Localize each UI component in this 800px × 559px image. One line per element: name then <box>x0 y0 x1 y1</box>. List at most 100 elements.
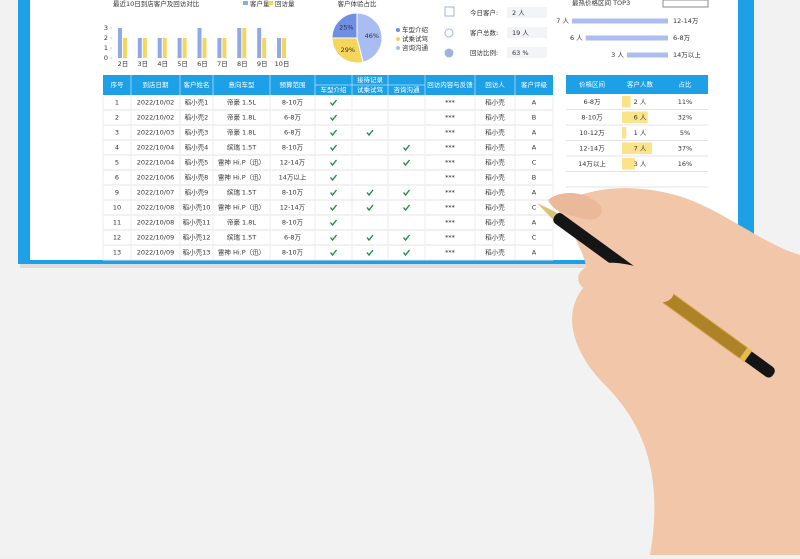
chart-title: 最近10日到店客户及回访对比 <box>113 0 200 8</box>
stat-value: 2 人 <box>512 9 525 17</box>
cell: 8-10万 <box>581 113 603 121</box>
icon <box>444 48 454 58</box>
cell: *** <box>445 249 456 257</box>
bar <box>197 28 202 58</box>
header-cell: 咨询沟通 <box>394 85 421 94</box>
data-bar <box>622 127 627 139</box>
check <box>402 189 411 197</box>
cell: 稻小壳 <box>485 128 505 137</box>
legend-label: 咨询沟通 <box>402 43 429 52</box>
cell: *** <box>445 144 456 152</box>
cell: 12 <box>113 234 121 242</box>
cell: A <box>532 99 537 107</box>
data-bar <box>622 96 631 108</box>
cell: C <box>532 204 537 212</box>
cell: 2022/10/02 <box>137 114 174 122</box>
cell: 3 <box>115 129 119 137</box>
bar <box>282 38 287 58</box>
bar <box>137 38 142 58</box>
cell: *** <box>445 189 456 197</box>
header-cell: 序号 <box>111 80 125 89</box>
cell: *** <box>445 114 456 122</box>
cell: 9 <box>115 189 119 197</box>
cell: B <box>532 174 536 182</box>
cell: 6 <box>115 174 119 182</box>
cell: 2022/10/04 <box>137 144 174 152</box>
chart-title: 客户体验占比 <box>338 0 378 8</box>
bar <box>162 38 167 58</box>
stat-box <box>507 47 547 58</box>
cell: *** <box>445 174 456 182</box>
cell: 稻小壳1 <box>185 98 209 107</box>
bar <box>242 28 247 58</box>
cell: B <box>532 114 536 122</box>
check <box>329 189 338 197</box>
check <box>329 114 338 122</box>
cell: 稻小壳 <box>485 173 505 182</box>
cell: A <box>532 144 537 152</box>
cell: 稻小壳 <box>485 113 505 122</box>
check <box>366 129 374 137</box>
cell: C <box>532 159 537 167</box>
bar <box>117 28 122 58</box>
stat-label: 客户总数: <box>470 28 498 37</box>
cell: 6-8万 <box>284 129 302 137</box>
legend-swatch <box>396 37 400 41</box>
stat-label: 今日客户: <box>470 8 498 17</box>
bar <box>585 35 668 41</box>
cell: 12-14万 <box>280 204 306 212</box>
category-label: 12-14万 <box>673 17 699 25</box>
x-tick-label: 6日 <box>197 60 208 68</box>
bar <box>222 38 227 58</box>
legend-swatch <box>396 28 400 32</box>
cell: 稻小壳3 <box>185 128 209 137</box>
bar <box>257 28 262 58</box>
check <box>402 249 411 257</box>
cell: 稻小壳11 <box>183 218 211 227</box>
cell: 37% <box>678 144 692 152</box>
pen-band <box>739 347 753 363</box>
cell: 帝豪 1.8L <box>227 218 256 227</box>
cell: 32% <box>678 113 692 121</box>
check <box>329 129 338 137</box>
cell: *** <box>445 234 456 242</box>
cell: 稻小壳2 <box>185 113 209 122</box>
header-cell: 占比 <box>679 80 693 89</box>
cell: *** <box>445 219 456 227</box>
header-cell: 回访人 <box>485 80 505 89</box>
cell: 3 人 <box>634 160 647 168</box>
cell: 稻小壳9 <box>185 188 209 197</box>
stat-box <box>507 7 547 18</box>
cell: 雷神 Hi.P（迅） <box>218 248 265 257</box>
cell: 16% <box>678 160 692 168</box>
header-cell: 意向车型 <box>229 80 256 89</box>
data-label: 46% <box>365 32 379 40</box>
legend-swatch <box>396 46 400 50</box>
check <box>366 249 374 257</box>
shadow <box>20 262 756 268</box>
x-tick-label: 8日 <box>237 60 248 68</box>
header-cell: 客户人数 <box>627 80 654 89</box>
check <box>366 234 374 242</box>
header-cell: 回访内容与反馈 <box>427 80 473 89</box>
cell: *** <box>445 159 456 167</box>
cell: 稻小壳 <box>485 233 505 242</box>
header-cell: 车型介绍 <box>321 85 348 94</box>
cell: 稻小壳 <box>485 158 505 167</box>
legend-swatch <box>268 1 273 5</box>
check <box>329 174 338 182</box>
cell: 稻小壳 <box>485 143 505 152</box>
category-label: 6-8万 <box>673 34 691 42</box>
cell: 2 <box>115 114 119 122</box>
icon <box>444 28 454 38</box>
dropdown[interactable] <box>662 0 709 8</box>
legend-label: 试乘试驾 <box>402 34 428 43</box>
check <box>329 159 338 167</box>
data-label: 25% <box>339 23 353 31</box>
x-tick-label: 7日 <box>217 60 228 68</box>
cell: 缤瑞 1.5T <box>227 233 256 242</box>
cell: 雷神 Hi.P（迅） <box>218 173 265 182</box>
cell: 缤瑞 1.5T <box>227 188 256 197</box>
